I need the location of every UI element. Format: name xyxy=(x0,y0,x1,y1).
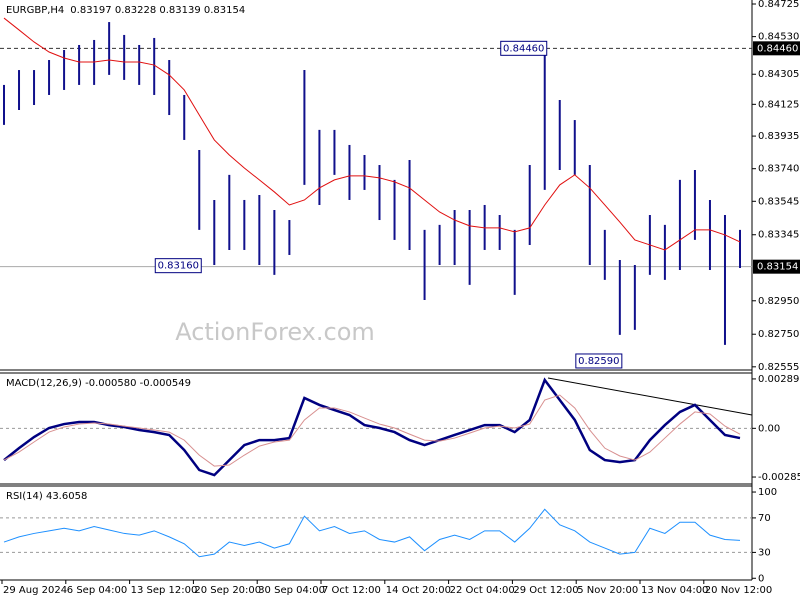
y-tick-label: 0.83740 xyxy=(758,164,799,175)
y-tick-label: 0.82750 xyxy=(758,329,799,340)
y-tick-label: 0.84725 xyxy=(758,0,799,10)
annotation-box xyxy=(500,40,548,56)
y-tick-label: 0.00 xyxy=(758,423,780,434)
watermark: ActionForex.com xyxy=(175,318,375,346)
x-tick-label: 5 Nov 20:00 xyxy=(577,585,638,596)
x-tick-label: 14 Oct 20:00 xyxy=(386,585,451,596)
y-tick-label: 0.84305 xyxy=(758,69,799,80)
level-label: 0.83154 xyxy=(757,262,798,273)
y-tick-label: 30 xyxy=(758,547,771,558)
annotation-box xyxy=(154,258,202,274)
moving-average xyxy=(3,17,741,251)
x-tick-label: 13 Nov 04:00 xyxy=(641,585,708,596)
x-tick-label: 20 Sep 20:00 xyxy=(194,585,261,596)
panel-title: RSI(14) 43.6058 xyxy=(6,491,87,502)
y-tick-label: 0.84125 xyxy=(758,99,799,110)
x-tick-label: 22 Oct 04:00 xyxy=(450,585,515,596)
x-tick-label: 13 Sep 12:00 xyxy=(131,585,198,596)
trend-line xyxy=(547,377,753,416)
annotation-label: 0.84460 xyxy=(503,43,544,54)
x-tick-label: 29 Aug 2024 xyxy=(3,585,67,596)
level-label-box xyxy=(753,41,800,56)
y-tick-label: 0.84530 xyxy=(758,32,799,43)
level-label-box xyxy=(753,259,800,274)
annotation-label: 0.82590 xyxy=(578,356,619,367)
y-tick-label: 0.83935 xyxy=(758,131,799,142)
panel-title: EURGBP,H4 xyxy=(6,5,64,16)
y-tick-label: 0.002893 xyxy=(758,374,800,385)
y-tick-label: 0.82555 xyxy=(758,362,799,373)
y-tick-label: 70 xyxy=(758,513,771,524)
panel-title: MACD(12,26,9) -0.000580 -0.000549 xyxy=(6,378,191,389)
y-tick-label: 0.82950 xyxy=(758,296,799,307)
level-label: 0.84460 xyxy=(757,43,798,54)
indicator-line xyxy=(3,508,741,558)
y-tick-label: 0.83545 xyxy=(758,196,799,207)
y-tick-label: 100 xyxy=(758,487,777,498)
y-tick-label: -0.002852 xyxy=(758,472,800,483)
x-tick-label: 30 Sep 04:00 xyxy=(258,585,325,596)
y-tick-label: 0 xyxy=(758,573,764,584)
x-tick-label: 6 Sep 04:00 xyxy=(67,585,127,596)
annotation-label: 0.83160 xyxy=(158,261,199,272)
x-tick-label: 29 Oct 12:00 xyxy=(513,585,578,596)
annotation-box xyxy=(575,353,623,369)
x-tick-label: 20 Nov 12:00 xyxy=(705,585,772,596)
x-tick-label: 7 Oct 12:00 xyxy=(322,585,381,596)
indicator-line xyxy=(3,394,741,467)
y-tick-label: 0.83345 xyxy=(758,230,799,241)
panel-subtitle: 0.83197 0.83228 0.83139 0.83154 xyxy=(70,5,245,16)
indicator-line xyxy=(3,377,741,477)
